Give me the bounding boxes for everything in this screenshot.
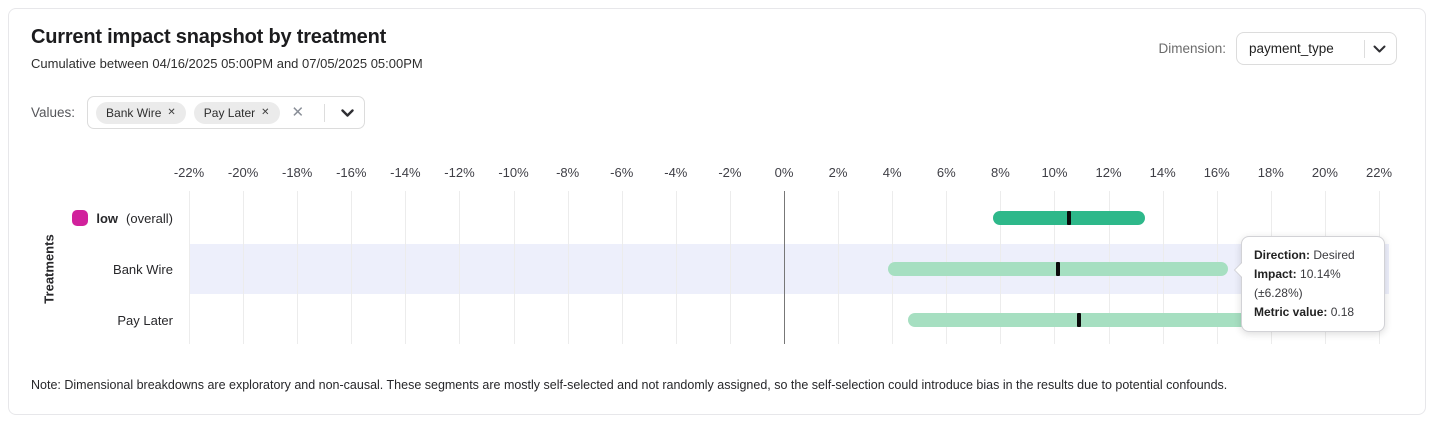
x-axis-tick-label: -22% (173, 165, 205, 180)
row-label-text: low (96, 210, 119, 226)
x-axis-tick-label: 22% (1365, 165, 1393, 180)
values-divider (324, 103, 326, 122)
gridline (459, 191, 460, 344)
x-axis-tick-label: -20% (227, 165, 259, 180)
gridline (730, 191, 731, 344)
note-text: Note: Dimensional breakdowns are explora… (31, 378, 1228, 392)
x-axis-tick-label: -10% (498, 165, 529, 180)
x-axis-tick-label: 6% (936, 165, 956, 180)
dimension-control: Dimension: payment_type (1158, 32, 1397, 65)
chevron-down-icon[interactable] (341, 108, 354, 117)
dimension-selected-value: payment_type (1249, 41, 1334, 56)
values-multiselect[interactable]: Bank Wire ✕ Pay Later ✕ ✕ (87, 96, 366, 129)
point-estimate-marker (1076, 313, 1081, 327)
value-chip-label: Bank Wire (106, 105, 162, 120)
x-axis-tick-label: 12% (1095, 165, 1122, 180)
gridline (622, 191, 623, 344)
values-label: Values: (31, 105, 76, 120)
value-chip[interactable]: Bank Wire ✕ (96, 101, 186, 124)
clear-values-icon[interactable]: ✕ (291, 104, 305, 121)
tooltip-impact-row: Impact: 10.14% (±6.28%) (1254, 267, 1341, 300)
gridline (568, 191, 569, 344)
chart-plot-area (189, 191, 1389, 344)
gridline (838, 191, 839, 344)
value-chip-label: Pay Later (203, 105, 256, 120)
gridline (243, 191, 244, 344)
x-axis-tick-label: -6% (610, 165, 634, 180)
x-axis-tick-label: -16% (336, 165, 367, 180)
gridline (297, 191, 298, 344)
impact-snapshot-card: Current impact snapshot by treatment Cum… (8, 8, 1426, 415)
x-axis-tick-label: 0% (774, 165, 794, 180)
x-axis-tick-label: -8% (556, 165, 580, 180)
x-axis-tick-label: 4% (882, 165, 902, 180)
zero-reference-line (784, 191, 785, 344)
gridline (676, 191, 677, 344)
remove-chip-icon[interactable]: ✕ (167, 107, 176, 118)
treatment-row-label: low (overall) (31, 209, 173, 227)
point-estimate-marker (1056, 262, 1061, 276)
tooltip: Direction: Desired Impact: 10.14% (±6.28… (1234, 236, 1385, 332)
legend-swatch (72, 210, 89, 226)
dropdown-divider (1364, 39, 1365, 58)
chips-holder: Bank Wire ✕ Pay Later ✕ (96, 101, 280, 124)
values-control: Values: Bank Wire ✕ Pay Later ✕ ✕ (31, 96, 366, 129)
x-axis-tick-label: -14% (390, 165, 421, 180)
treatment-row-label: Pay Later (31, 311, 173, 329)
x-axis-tick-label: 8% (990, 165, 1010, 180)
x-axis-tick-label: -2% (718, 165, 742, 180)
tooltip-metric-row: Metric value: 0.18 (1254, 305, 1355, 319)
row-label-text: Bank Wire (113, 261, 173, 277)
x-axis-tick-label: -4% (664, 165, 688, 180)
remove-chip-icon[interactable]: ✕ (261, 107, 270, 118)
x-axis-tick-label: 16% (1203, 165, 1230, 180)
gridline (405, 191, 406, 344)
x-axis-tick-label: 10% (1041, 165, 1068, 180)
gridline (351, 191, 352, 344)
row-label-note: (overall) (126, 210, 173, 226)
x-axis-tick-label: 14% (1149, 165, 1176, 180)
dimension-select[interactable]: payment_type (1236, 32, 1397, 65)
x-axis-tick-label: 2% (828, 165, 848, 180)
x-axis-tick-label: -12% (444, 165, 475, 180)
date-range-subtitle: Cumulative between 04/16/2025 05:00PM an… (31, 56, 423, 71)
x-axis-tick-label: -18% (281, 165, 313, 180)
gridline (189, 191, 190, 344)
point-estimate-marker (1066, 211, 1071, 225)
x-axis-tick-label: 20% (1311, 165, 1338, 180)
row-label-text: Pay Later (117, 312, 173, 328)
chevron-down-icon (1373, 45, 1386, 52)
value-chip[interactable]: Pay Later ✕ (193, 101, 280, 124)
treatment-row-label: Bank Wire (31, 260, 173, 278)
dimension-label: Dimension: (1158, 41, 1226, 56)
tooltip-direction-row: Direction: Desired (1254, 248, 1355, 262)
page-title: Current impact snapshot by treatment (31, 26, 387, 48)
x-axis-tick-label: 18% (1257, 165, 1284, 180)
gridline (514, 191, 515, 344)
